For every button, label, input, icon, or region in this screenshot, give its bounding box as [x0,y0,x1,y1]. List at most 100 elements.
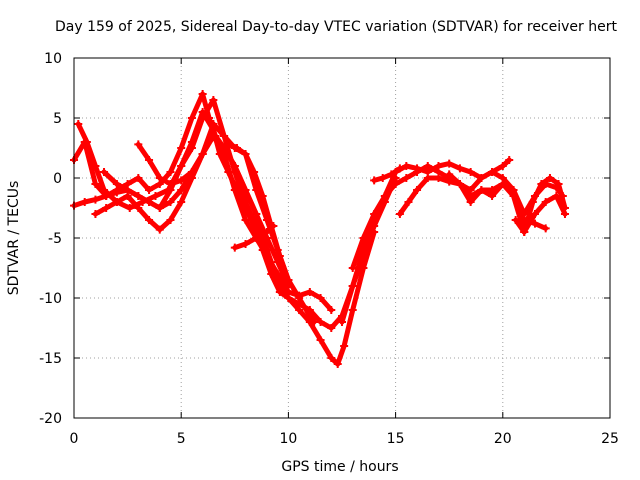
data-point [295,306,304,314]
data-point [316,294,325,302]
y-tick-label: -10 [39,291,62,307]
y-tick-label: -20 [39,411,62,427]
data-point [230,243,239,252]
data-point [348,306,357,314]
data-point [455,164,464,173]
data-point [134,174,143,182]
data-point [166,180,175,188]
data-point [155,204,164,212]
x-tick-label: 0 [70,431,79,447]
data-point [123,186,132,194]
data-point [232,144,241,152]
data-point [305,312,314,320]
data-point [275,252,284,260]
data-point [520,228,529,236]
data-point [413,186,422,194]
data-point [423,174,432,182]
data-point [466,198,475,206]
data-point [220,132,229,140]
x-axis-label: GPS time / hours [281,459,398,475]
data-point [505,156,514,164]
x-tick-label: 25 [601,431,619,447]
data-point [333,360,342,368]
data-point [209,120,218,128]
grid-lines [74,58,610,418]
data-point [528,198,537,206]
data-point [541,198,550,206]
data-point [498,180,507,188]
data-series [70,90,569,368]
y-axis-label: SDTVAR / TECUs [6,181,22,296]
x-tick-label: 20 [494,431,512,447]
data-point [220,150,229,158]
y-tick-label: 5 [53,111,62,127]
data-point [166,198,175,206]
data-point [134,140,143,149]
data-point [445,159,454,168]
data-point [545,174,554,182]
data-point [100,168,109,176]
data-point [258,192,267,200]
data-point [455,180,464,188]
data-point [198,114,207,122]
data-point [125,204,134,212]
data-point [198,90,207,98]
data-point [91,162,100,170]
data-point [155,225,164,234]
series-line-track-9 [339,157,512,325]
data-point [230,162,239,170]
data-point [151,192,160,200]
data-point [134,204,143,212]
data-point [554,180,563,188]
data-point [102,192,111,200]
data-point [209,96,218,104]
data-point [466,168,475,176]
data-point [402,162,411,170]
data-point [370,210,379,218]
y-tick-label: -15 [39,351,62,367]
data-point [340,342,349,350]
data-point [404,198,413,206]
x-tick-label: 15 [387,431,405,447]
series-line-track-1 [71,91,399,331]
data-point [530,219,539,228]
data-point [359,234,368,242]
data-point [498,162,507,170]
y-tick-labels: 10 5 0 -5 -10 -15 -20 [39,51,62,427]
data-point [252,210,261,218]
data-point [395,210,404,218]
data-point [91,180,100,188]
data-point [477,174,486,182]
data-point [102,204,111,212]
data-point [145,156,154,164]
data-point [177,162,186,170]
data-point [241,216,250,224]
data-point [252,234,261,242]
data-point [509,186,518,194]
data-point [145,186,154,194]
data-point [241,240,250,248]
data-point [262,252,271,260]
data-point [166,216,175,224]
data-point [402,174,411,182]
data-point [275,288,284,296]
y-tick-label: -5 [48,231,62,247]
data-point [74,120,83,128]
series-line-track-5 [101,133,291,289]
data-point [380,192,389,200]
data-point [391,180,400,188]
data-point [560,204,569,212]
data-point [327,306,336,314]
data-point [134,192,143,200]
axis-ticks [73,57,611,419]
data-point [198,150,207,158]
data-point [187,144,196,152]
data-point [295,294,304,302]
data-point [284,288,293,296]
data-point [541,224,550,233]
data-point [91,210,100,218]
data-point [423,162,432,170]
data-point [488,192,497,200]
data-point [378,174,387,182]
